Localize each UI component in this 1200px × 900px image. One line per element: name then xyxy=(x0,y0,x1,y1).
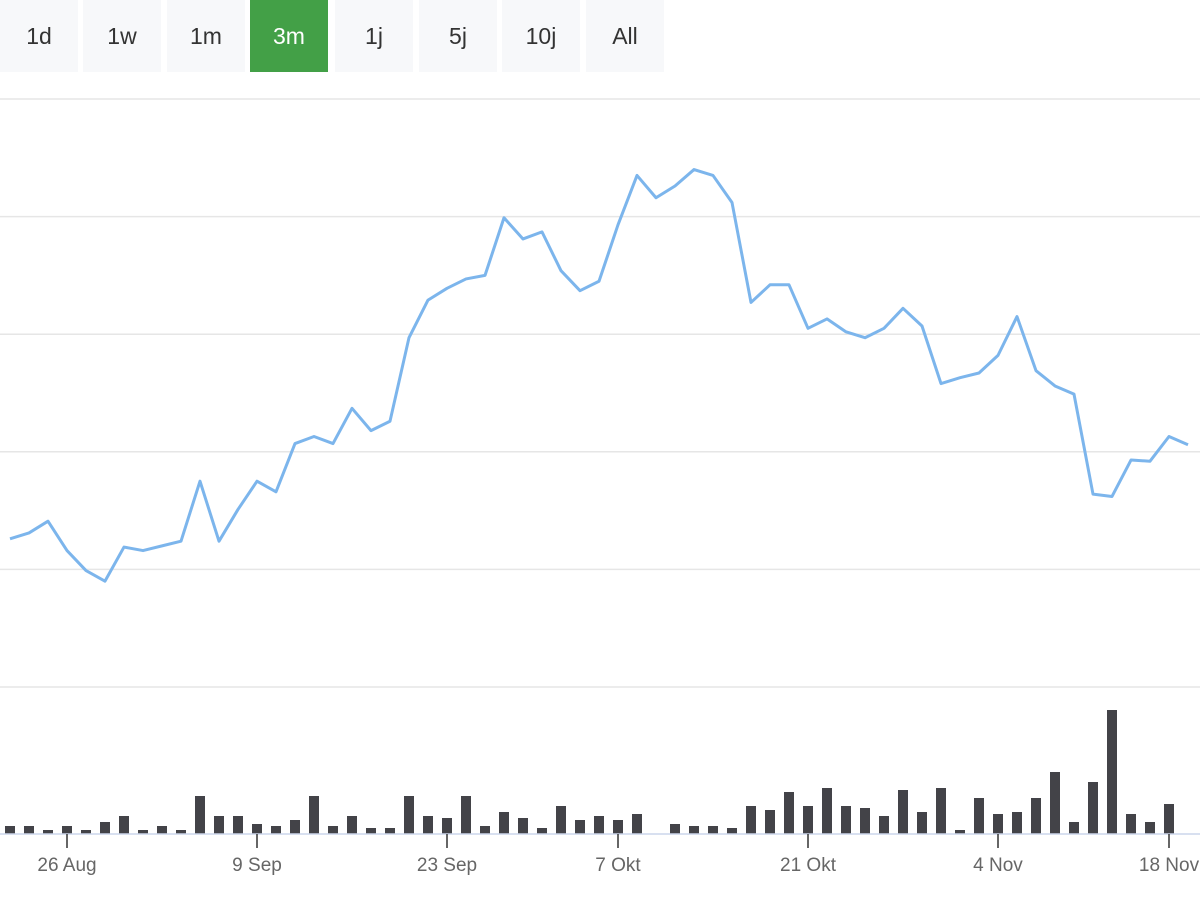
volume-bar xyxy=(556,806,566,834)
volume-bar xyxy=(670,824,680,834)
volume-bar xyxy=(727,828,737,834)
volume-bar xyxy=(1164,804,1174,834)
volume-bar xyxy=(860,808,870,834)
volume-bar xyxy=(100,822,110,834)
volume-bar xyxy=(119,816,129,834)
volume-bar xyxy=(385,828,395,834)
range-button[interactable]: 3m xyxy=(250,0,328,72)
volume-bar xyxy=(43,830,53,834)
volume-bar xyxy=(461,796,471,834)
volume-bar xyxy=(214,816,224,834)
volume-bar xyxy=(1069,822,1079,834)
volume-bar xyxy=(1126,814,1136,834)
volume-bar xyxy=(5,826,15,834)
volume-bar xyxy=(993,814,1003,834)
volume-bar xyxy=(955,830,965,834)
volume-bar xyxy=(138,830,148,834)
range-button[interactable]: All xyxy=(586,0,664,72)
volume-bar xyxy=(632,814,642,834)
volume-bar xyxy=(195,796,205,834)
x-tick-label: 9 Sep xyxy=(232,855,282,876)
volume-bar xyxy=(708,826,718,834)
volume-bar xyxy=(879,816,889,834)
x-tick-label: 18 Nov xyxy=(1139,855,1200,876)
volume-bar xyxy=(328,826,338,834)
volume-bar xyxy=(784,792,794,834)
range-button[interactable]: 1w xyxy=(83,0,161,72)
volume-bar xyxy=(803,806,813,834)
volume-bar xyxy=(1088,782,1098,834)
volume-bar xyxy=(309,796,319,834)
range-button[interactable]: 5j xyxy=(419,0,497,72)
volume-bar xyxy=(1012,812,1022,834)
volume-bar xyxy=(233,816,243,834)
x-tick-label: 21 Okt xyxy=(780,855,837,876)
volume-bar xyxy=(271,826,281,834)
volume-bar xyxy=(62,826,72,834)
volume-bar xyxy=(423,816,433,834)
range-button[interactable]: 10j xyxy=(502,0,580,72)
volume-bar xyxy=(1031,798,1041,834)
volume-bar xyxy=(1107,710,1117,834)
volume-bar xyxy=(290,820,300,834)
volume-bar xyxy=(1145,822,1155,834)
volume-bar xyxy=(252,824,262,834)
volume-bar xyxy=(157,826,167,834)
volume-bar xyxy=(518,818,528,834)
x-tick-label: 23 Sep xyxy=(417,855,477,876)
volume-bar xyxy=(480,826,490,834)
volume-bar xyxy=(974,798,984,834)
volume-bar xyxy=(917,812,927,834)
volume-bar xyxy=(613,820,623,834)
volume-bar xyxy=(442,818,452,834)
volume-bar xyxy=(404,796,414,834)
volume-bar xyxy=(689,826,699,834)
volume-bar xyxy=(347,816,357,834)
x-tick-label: 26 Aug xyxy=(37,855,96,876)
volume-bar xyxy=(822,788,832,834)
volume-bar xyxy=(1050,772,1060,834)
volume-bar xyxy=(841,806,851,834)
range-button[interactable]: 1j xyxy=(335,0,413,72)
range-button[interactable]: 1m xyxy=(167,0,245,72)
x-tick-label: 4 Nov xyxy=(973,855,1023,876)
volume-bar xyxy=(936,788,946,834)
volume-bar xyxy=(366,828,376,834)
price-line xyxy=(9,168,1189,583)
x-tick-label: 7 Okt xyxy=(595,855,641,876)
volume-bar xyxy=(24,826,34,834)
volume-bar xyxy=(499,812,509,834)
volume-bar xyxy=(575,820,585,834)
volume-bar xyxy=(594,816,604,834)
volume-bar xyxy=(537,828,547,834)
volume-bar xyxy=(81,830,91,834)
range-button[interactable]: 1d xyxy=(0,0,78,72)
volume-bar xyxy=(746,806,756,834)
volume-bar xyxy=(898,790,908,834)
volume-bar xyxy=(176,830,186,834)
volume-bar xyxy=(765,810,775,834)
